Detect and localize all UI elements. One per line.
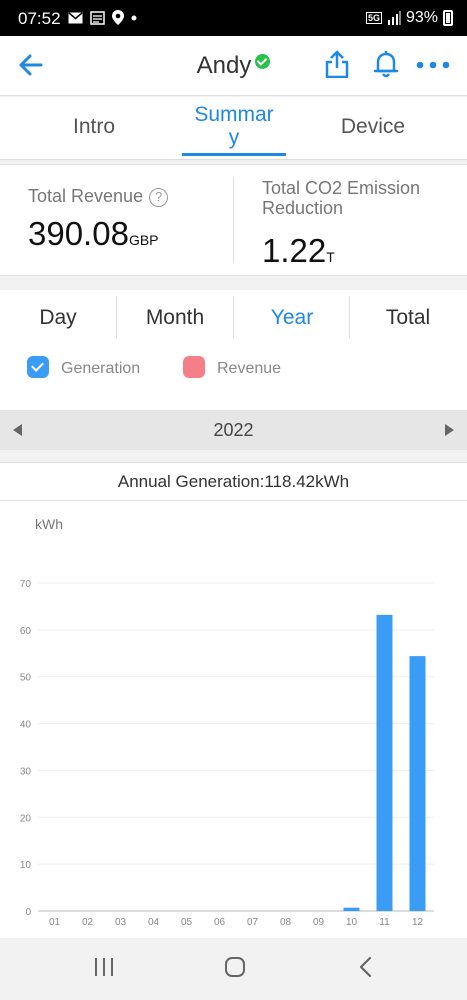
signal-icon xyxy=(387,11,401,25)
help-icon[interactable]: ? xyxy=(149,188,169,207)
period-selector: Day Month Year Total Generation Revenue xyxy=(0,290,467,410)
year-navigator: 2022 xyxy=(0,410,467,450)
app-bar: Andy xyxy=(0,36,467,96)
summary-card: Total Revenue? 390.08GBP Total CO2 Emiss… xyxy=(0,164,467,276)
total-revenue-value: 390.08 xyxy=(28,215,129,252)
x-tick-label: 03 xyxy=(115,917,127,928)
page-title: Andy xyxy=(0,52,467,80)
period-divider xyxy=(233,296,234,338)
x-tick-label: 04 xyxy=(148,917,160,928)
x-tick-label: 01 xyxy=(49,917,61,928)
back-nav-icon[interactable] xyxy=(358,956,374,978)
y-tick-label: 0 xyxy=(25,907,31,918)
total-revenue-block: Total Revenue? 390.08GBP xyxy=(28,186,169,253)
more-icon[interactable] xyxy=(416,60,450,70)
news-icon xyxy=(90,10,105,25)
period-year[interactable]: Year xyxy=(270,306,314,329)
total-revenue-value-row: 390.08GBP xyxy=(28,215,168,253)
mail-icon xyxy=(68,11,83,23)
home-icon[interactable] xyxy=(224,956,246,978)
summary-divider xyxy=(233,177,234,263)
x-tick-label: 05 xyxy=(181,917,193,928)
legend-generation[interactable]: Generation xyxy=(27,356,140,380)
y-tick-label: 20 xyxy=(20,813,32,824)
next-year-arrow-icon[interactable] xyxy=(445,424,454,436)
period-day[interactable]: Day xyxy=(39,306,77,329)
generation-checkbox[interactable] xyxy=(27,356,49,378)
bar-month-12[interactable] xyxy=(409,656,426,911)
year-label: 2022 xyxy=(213,420,254,440)
main-tabs: Intro Summar y Device xyxy=(0,97,467,160)
x-tick-label: 11 xyxy=(379,917,390,928)
co2-reduction-block: Total CO2 Emission Reduction 1.22T xyxy=(262,178,452,270)
co2-reduction-unit: T xyxy=(326,249,335,265)
co2-reduction-value-row: 1.22T xyxy=(262,232,452,270)
y-axis-label: kWh xyxy=(35,516,63,532)
y-tick-label: 40 xyxy=(20,720,32,731)
location-icon xyxy=(112,10,124,25)
tab-device[interactable]: Device xyxy=(340,115,406,138)
tab-intro[interactable]: Intro xyxy=(72,115,116,138)
legend-revenue[interactable]: Revenue xyxy=(183,356,281,380)
revenue-checkbox[interactable] xyxy=(183,356,205,378)
y-tick-label: 50 xyxy=(20,673,32,684)
y-tick-label: 10 xyxy=(20,860,32,871)
x-tick-label: 10 xyxy=(346,917,358,928)
annual-generation: Annual Generation:118.42kWh xyxy=(0,462,467,501)
total-revenue-unit: GBP xyxy=(128,232,159,248)
page-title-text: Andy xyxy=(196,52,252,79)
x-tick-label: 08 xyxy=(280,917,292,928)
battery-icon xyxy=(443,10,453,26)
x-tick-label: 12 xyxy=(412,917,424,928)
recent-apps-icon[interactable] xyxy=(93,956,115,978)
system-nav-bar xyxy=(0,938,467,1000)
legend-revenue-label: Revenue xyxy=(217,360,282,377)
period-divider xyxy=(116,296,117,338)
status-time: 07:52 xyxy=(18,9,61,28)
total-revenue-label: Total Revenue xyxy=(28,186,144,206)
network-badge: 5G xyxy=(365,12,382,24)
tab-summary[interactable]: Summar y xyxy=(194,103,274,149)
battery-text: 93% xyxy=(405,9,438,26)
generation-chart: kWh 0 10 20 30 40 50 60 70 01 02 03 04 05 06 07 08 09 10 1… xyxy=(0,501,467,938)
previous-year-arrow-icon[interactable] xyxy=(13,424,22,436)
bell-icon[interactable] xyxy=(373,50,399,78)
y-tick-label: 30 xyxy=(20,766,32,777)
period-month[interactable]: Month xyxy=(145,306,205,329)
period-divider xyxy=(349,296,350,338)
back-arrow-icon[interactable] xyxy=(18,52,44,78)
total-revenue-label-row: Total Revenue? xyxy=(28,186,169,207)
active-tab-indicator xyxy=(182,153,286,156)
y-tick-label: 70 xyxy=(20,579,32,590)
x-tick-label: 06 xyxy=(214,917,226,928)
bar-chart-svg: kWh 0 10 20 30 40 50 60 70 01 02 03 04 05 06 07 08 09 10 1… xyxy=(20,516,434,928)
x-tick-label: 09 xyxy=(313,917,325,928)
x-tick-label: 07 xyxy=(247,917,259,928)
co2-reduction-value: 1.22 xyxy=(262,232,327,269)
verified-icon xyxy=(255,54,271,69)
status-bar: 07:52 5G 93% xyxy=(0,0,467,36)
legend-generation-label: Generation xyxy=(61,360,141,377)
bar-month-10[interactable] xyxy=(343,907,360,911)
dot-icon xyxy=(131,15,137,20)
co2-reduction-label: Total CO2 Emission Reduction xyxy=(262,178,421,218)
bar-month-11[interactable] xyxy=(376,614,393,911)
share-icon[interactable] xyxy=(324,50,350,78)
y-tick-label: 60 xyxy=(20,626,32,637)
x-tick-label: 02 xyxy=(82,917,94,928)
period-total[interactable]: Total xyxy=(385,306,431,329)
